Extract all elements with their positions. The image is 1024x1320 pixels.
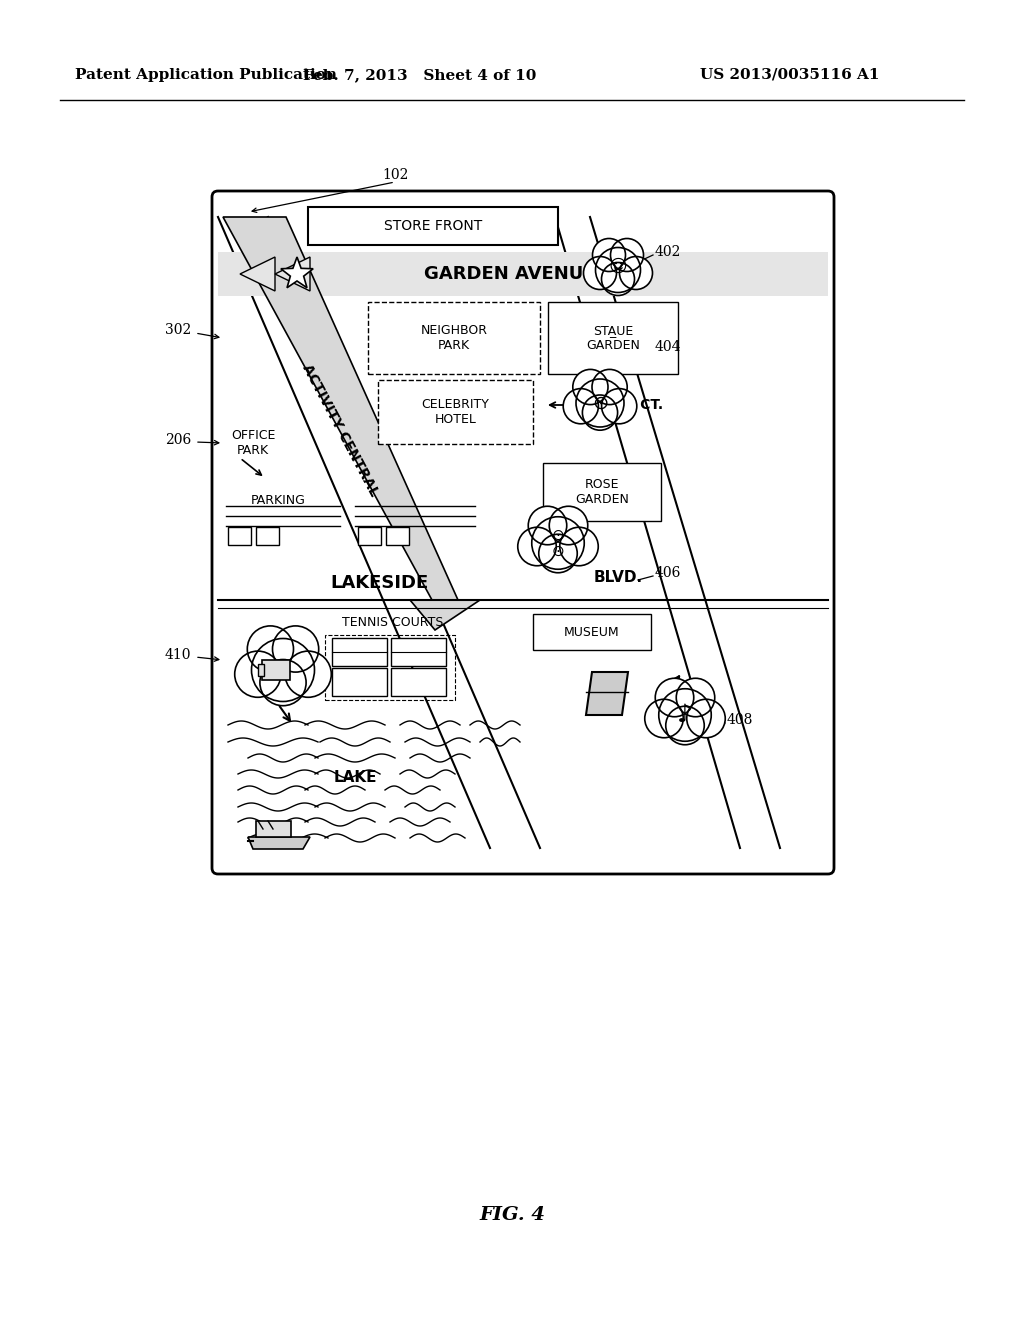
Circle shape: [601, 263, 635, 296]
Text: 102: 102: [382, 168, 409, 182]
Circle shape: [687, 700, 725, 738]
Bar: [378, 380, 534, 444]
Text: BLVD.: BLVD.: [594, 570, 643, 586]
Text: STA̲UE
GARDEN: STA̲UE GARDEN: [586, 323, 640, 352]
Text: STORE FRONT: STORE FRONT: [384, 219, 482, 234]
Text: 406: 406: [655, 566, 681, 579]
Bar: [258, 664, 264, 676]
Circle shape: [676, 678, 715, 717]
Circle shape: [658, 689, 712, 742]
Text: . CT.: . CT.: [630, 399, 664, 412]
Circle shape: [645, 700, 683, 738]
Circle shape: [620, 256, 652, 289]
Polygon shape: [248, 837, 310, 849]
Circle shape: [602, 388, 637, 424]
Bar: [218, 252, 828, 296]
Bar: [228, 527, 251, 545]
Circle shape: [610, 239, 643, 272]
Text: FIG. 4: FIG. 4: [479, 1206, 545, 1224]
Bar: [256, 527, 279, 545]
Circle shape: [539, 535, 578, 573]
Text: 302: 302: [165, 323, 191, 337]
Text: 402: 402: [655, 246, 681, 259]
Circle shape: [575, 379, 624, 426]
Circle shape: [528, 507, 566, 545]
Circle shape: [666, 706, 705, 744]
Bar: [534, 614, 651, 649]
Bar: [386, 527, 409, 545]
Circle shape: [234, 651, 281, 697]
Text: 206: 206: [165, 433, 191, 447]
FancyBboxPatch shape: [212, 191, 834, 874]
Text: LAKE: LAKE: [333, 771, 377, 785]
Text: ☺: ☺: [608, 257, 628, 276]
Polygon shape: [281, 257, 313, 288]
Text: ⊙: ⊙: [592, 393, 608, 412]
Circle shape: [563, 388, 598, 424]
Circle shape: [583, 395, 617, 430]
Polygon shape: [223, 216, 480, 630]
Bar: [262, 660, 290, 680]
Bar: [308, 207, 558, 246]
Circle shape: [596, 248, 640, 293]
Circle shape: [549, 507, 588, 545]
Circle shape: [285, 651, 332, 697]
Bar: [391, 668, 446, 696]
Bar: [391, 638, 446, 667]
Text: TENNIS COURTS: TENNIS COURTS: [342, 615, 443, 628]
Bar: [358, 527, 381, 545]
Text: OFFICE
PARK: OFFICE PARK: [230, 429, 275, 457]
Polygon shape: [240, 257, 275, 290]
Text: ♪: ♪: [677, 704, 693, 727]
Circle shape: [584, 256, 616, 289]
Text: LAKESIDE: LAKESIDE: [331, 574, 429, 591]
Bar: [325, 635, 455, 700]
Circle shape: [593, 239, 626, 272]
Bar: [256, 821, 291, 837]
Bar: [332, 638, 387, 667]
Text: Feb. 7, 2013   Sheet 4 of 10: Feb. 7, 2013 Sheet 4 of 10: [303, 69, 537, 82]
Circle shape: [572, 370, 608, 405]
Text: GARDEN AVENUE: GARDEN AVENUE: [424, 265, 596, 282]
Text: CELEBRITY
HOTEL: CELEBRITY HOTEL: [422, 399, 489, 426]
Circle shape: [560, 527, 598, 566]
Bar: [548, 302, 678, 374]
Text: NEIGHBOR
PARK: NEIGHBOR PARK: [421, 323, 487, 352]
Text: PARKING: PARKING: [251, 494, 305, 507]
Bar: [332, 668, 387, 696]
Text: ⊙: ⊙: [552, 544, 564, 558]
Text: US 2013/0035116 A1: US 2013/0035116 A1: [700, 69, 880, 82]
Text: 404: 404: [655, 341, 682, 354]
Text: MUSEUM: MUSEUM: [564, 626, 620, 639]
Circle shape: [272, 626, 318, 672]
Text: Patent Application Publication: Patent Application Publication: [75, 69, 337, 82]
Text: 408: 408: [727, 713, 754, 727]
Circle shape: [260, 660, 306, 706]
Circle shape: [655, 678, 693, 717]
Bar: [543, 463, 662, 521]
Text: ACTIVITY CENTRAL: ACTIVITY CENTRAL: [299, 362, 381, 499]
Circle shape: [252, 639, 314, 701]
Text: ROSE
GARDEN: ROSE GARDEN: [575, 478, 629, 506]
Bar: [368, 302, 540, 374]
Polygon shape: [586, 672, 628, 715]
Circle shape: [518, 527, 556, 566]
Polygon shape: [275, 257, 310, 290]
Circle shape: [248, 626, 294, 672]
Circle shape: [531, 516, 585, 569]
Text: ⊙: ⊙: [552, 528, 564, 543]
Circle shape: [592, 370, 627, 405]
Text: 410: 410: [165, 648, 191, 663]
